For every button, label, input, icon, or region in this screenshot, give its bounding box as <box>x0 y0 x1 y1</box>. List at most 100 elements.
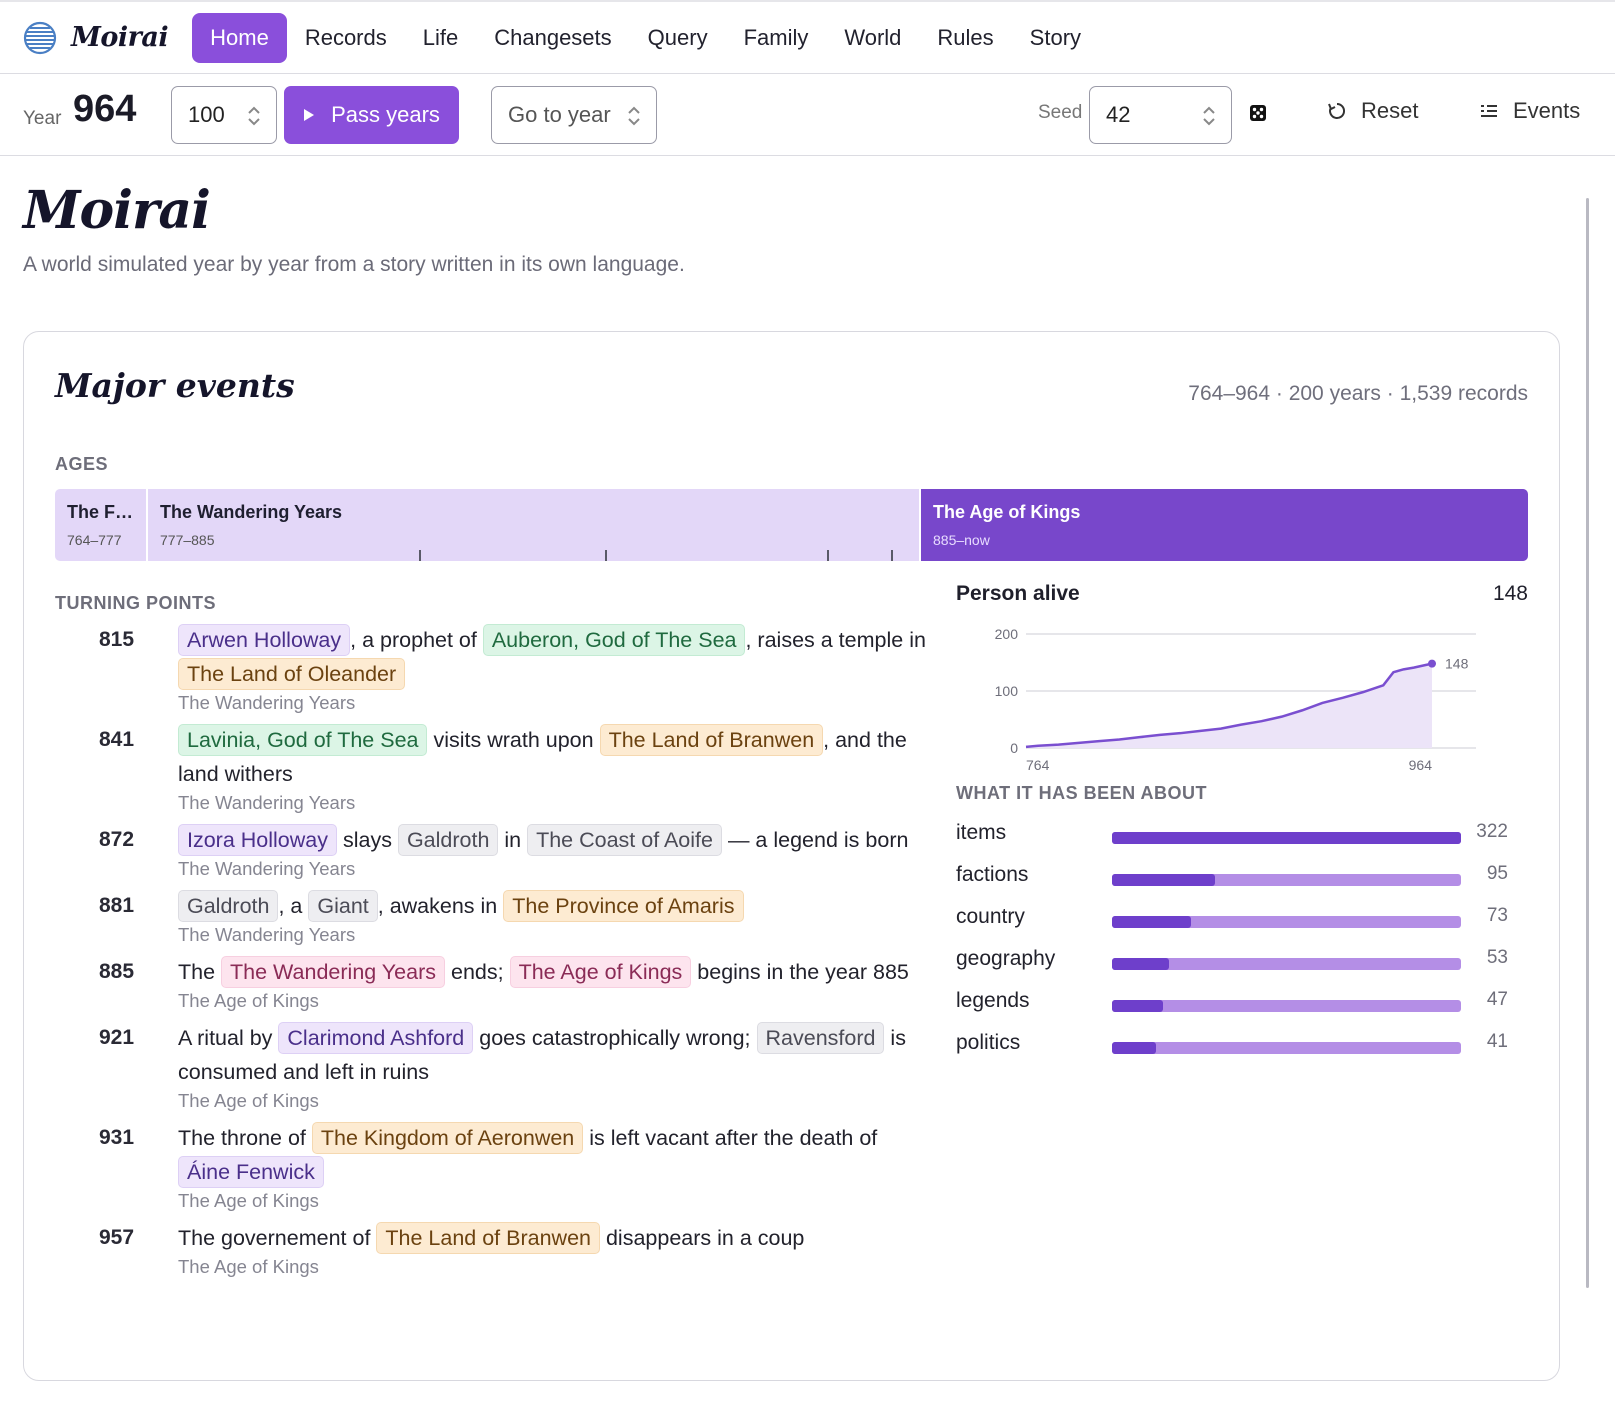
about-row[interactable]: politics 41 <box>956 1031 1508 1061</box>
nav-item-changesets[interactable]: Changesets <box>494 24 612 50</box>
entity-chip-person[interactable]: Áine Fenwick <box>178 1156 324 1188</box>
about-label: WHAT IT HAS BEEN ABOUT <box>956 783 1207 803</box>
turning-point: 815 Arwen Holloway, a prophet of Auberon,… <box>99 623 949 715</box>
nav-item-family[interactable]: Family <box>743 24 809 50</box>
text-fragment: , a <box>278 894 309 918</box>
nav-item-query[interactable]: Query <box>647 24 708 50</box>
age-segment[interactable]: The F… 764–777 <box>55 489 146 561</box>
text-fragment: — a legend is born <box>721 828 909 852</box>
age-segment[interactable]: The Age of Kings 885–now <box>921 489 1528 561</box>
about-row[interactable]: country 73 <box>956 905 1508 935</box>
major-events-card: Major events 764–964 · 200 years · 1,539… <box>23 331 1560 1381</box>
entity-chip-gray[interactable]: Ravensford <box>756 1022 885 1054</box>
turning-point-year: 885 <box>99 960 135 983</box>
entity-chip-place[interactable]: The Kingdom of Aeronwen <box>311 1122 584 1154</box>
turning-point-year: 815 <box>99 628 135 651</box>
turning-point: 881 Galdroth, a Giant, awakens in The Pro… <box>99 889 949 947</box>
stepper-icon[interactable] <box>244 103 264 129</box>
turning-point-age: The Wandering Years <box>178 692 356 713</box>
text-fragment: The throne of <box>178 1126 312 1150</box>
entity-chip-person[interactable]: Arwen Holloway <box>178 624 351 656</box>
stepper-icon[interactable] <box>624 103 644 129</box>
current-year: 964 <box>73 88 137 130</box>
entity-chip-gray[interactable]: The Coast of Aoife <box>527 824 722 856</box>
reset-button[interactable]: Reset <box>1327 98 1418 124</box>
major-events-stats: 764–964 · 200 years · 1,539 records <box>1188 382 1528 405</box>
entity-chip-person[interactable]: Izora Holloway <box>178 824 337 856</box>
globe-logo-icon[interactable] <box>23 21 57 55</box>
text-fragment: goes catastrophically wrong; <box>473 1026 757 1050</box>
about-label: geography <box>956 947 1056 970</box>
turning-point-text: A ritual by Clarimond Ashford goes catas… <box>178 1021 949 1089</box>
about-row[interactable]: factions 95 <box>956 863 1508 893</box>
about-bar-track <box>1112 916 1461 928</box>
about-bar-track <box>1112 958 1461 970</box>
ages-timeline: The F… 764–777 The Wandering Years 777–885 T… <box>55 489 1528 561</box>
text-fragment: , raises a temple in <box>745 628 926 652</box>
entity-chip-god[interactable]: Lavinia, God of The Sea <box>178 724 428 756</box>
about-label: country <box>956 905 1025 928</box>
about-value: 322 <box>1476 821 1508 842</box>
entity-chip-god[interactable]: Auberon, God of The Sea <box>482 624 746 656</box>
about-value: 53 <box>1486 947 1508 968</box>
turning-point-age: The Age of Kings <box>178 1256 319 1277</box>
text-fragment: visits wrath upon <box>427 728 600 752</box>
about-row[interactable]: items 322 <box>956 821 1508 851</box>
text-fragment: ends; <box>445 960 510 984</box>
age-event-tick <box>891 550 893 561</box>
list-icon <box>1481 105 1497 117</box>
entity-chip-gray[interactable]: Galdroth <box>178 890 279 922</box>
about-label: items <box>956 821 1007 844</box>
entity-chip-person[interactable]: Clarimond Ashford <box>278 1022 474 1054</box>
entity-chip-place[interactable]: The Land of Oleander <box>178 658 406 690</box>
pass-years-button[interactable]: Pass years <box>284 86 459 144</box>
nav-item-story[interactable]: Story <box>1029 24 1082 50</box>
about-row[interactable]: geography 53 <box>956 947 1508 977</box>
nav-item-world[interactable]: World <box>844 24 902 50</box>
entity-chip-gray[interactable]: Galdroth <box>397 824 499 856</box>
entity-chip-era[interactable]: The Age of Kings <box>509 956 692 988</box>
age-range: 764–777 <box>67 532 122 548</box>
turning-point-age: The Wandering Years <box>178 792 356 813</box>
entity-chip-place[interactable]: The Land of Branwen <box>376 1222 600 1254</box>
entity-chip-place[interactable]: The Province of Amaris <box>503 890 744 922</box>
age-event-tick <box>605 550 607 561</box>
nav-item-records[interactable]: Records <box>304 24 387 50</box>
dice-icon[interactable] <box>1249 104 1267 122</box>
entity-chip-place[interactable]: The Land of Branwen <box>599 724 824 756</box>
person-alive-title: Person alive <box>956 582 1080 605</box>
seed-input[interactable]: 42 <box>1089 86 1232 144</box>
pass-years-count-input[interactable]: 100 <box>171 86 277 144</box>
about-row[interactable]: legends 47 <box>956 989 1508 1019</box>
series-area <box>1026 663 1432 748</box>
turning-points-label: TURNING POINTS <box>55 593 217 613</box>
nav-item-home[interactable]: Home <box>192 12 287 63</box>
turning-point: 931 The throne of The Kingdom of Aeronwen… <box>99 1121 949 1213</box>
turning-points-list: 815 Arwen Holloway, a prophet of Auberon,… <box>99 623 949 1287</box>
turning-point-text: The governement of The Land of Branwen d… <box>178 1221 949 1255</box>
entity-chip-gray[interactable]: Giant <box>308 890 378 922</box>
seed-label: Seed <box>1038 102 1083 123</box>
series-end-label: 148 <box>1445 656 1469 672</box>
about-bar-track <box>1112 1000 1461 1012</box>
turning-point-age: The Wandering Years <box>178 924 356 945</box>
x-tick-label: 764 <box>1026 757 1050 773</box>
age-name: The F… <box>67 502 133 522</box>
text-fragment: , a prophet of <box>350 628 483 652</box>
age-range: 885–now <box>933 532 990 548</box>
go-to-year-input[interactable]: Go to year <box>491 86 657 144</box>
age-segment[interactable]: The Wandering Years 777–885 <box>148 489 919 561</box>
nav-item-rules[interactable]: Rules <box>937 24 994 50</box>
stepper-icon[interactable] <box>1199 103 1219 129</box>
brand-name[interactable]: Moirai <box>71 22 169 53</box>
text-fragment: begins in the year 885 <box>691 960 909 984</box>
age-event-tick <box>419 550 421 561</box>
text-fragment: is left vacant after the death of <box>583 1126 878 1150</box>
entity-chip-era[interactable]: The Wandering Years <box>221 956 446 988</box>
about-label: factions <box>956 863 1029 886</box>
person-alive-chart: 0 100 200 148 764 964 <box>995 626 1476 773</box>
nav-item-life[interactable]: Life <box>422 24 459 50</box>
events-button[interactable]: Events <box>1479 98 1580 124</box>
turning-point-age: The Age of Kings <box>178 1090 319 1111</box>
page-scrollbar[interactable] <box>1586 198 1589 1288</box>
